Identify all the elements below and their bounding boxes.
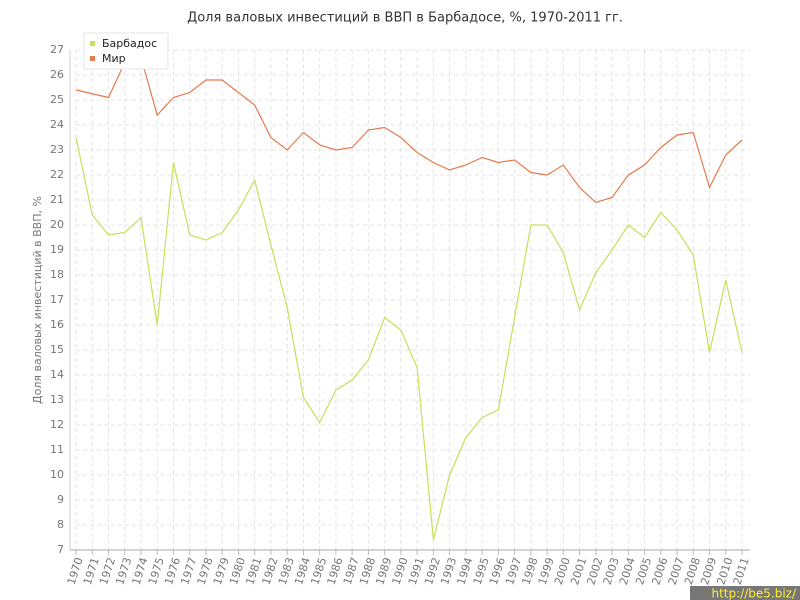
y-tick-label: 11 (50, 443, 64, 456)
series-line (75, 137, 743, 541)
y-tick-label: 22 (50, 168, 64, 181)
y-tick-label: 9 (57, 493, 64, 506)
y-tick-label: 16 (50, 318, 64, 331)
legend-box (83, 32, 169, 70)
y-tick-label: 21 (50, 193, 64, 206)
y-tick-label: 27 (50, 43, 64, 56)
y-tick-label: 19 (50, 243, 64, 256)
y-tick-label: 20 (50, 218, 64, 231)
y-tick-label: 8 (57, 518, 64, 531)
y-tick-label: 10 (50, 468, 64, 481)
series-line (75, 56, 743, 204)
y-tick-label: 12 (50, 418, 64, 431)
y-tick-label: 15 (50, 343, 64, 356)
watermark-bg (690, 586, 800, 600)
legend-swatch (90, 56, 95, 61)
y-tick-label: 18 (50, 268, 64, 281)
watermark: http://be5.biz/ (711, 587, 796, 600)
legend: Барбадос Мир (83, 32, 169, 70)
y-tick-label: 25 (50, 93, 64, 106)
y-tick-label: 23 (50, 143, 64, 156)
legend-label: Мир (102, 52, 126, 65)
y-tick-label: 26 (50, 68, 64, 81)
y-tick-label: 17 (50, 293, 64, 306)
chart-title: Доля валовых инвестиций в ВВП в Барбадос… (187, 11, 623, 26)
legend-swatch (90, 41, 95, 46)
y-tick-label: 14 (50, 368, 64, 381)
y-tick-label: 24 (50, 118, 64, 131)
legend-label: Барбадос (102, 37, 157, 50)
y-tick-label: 13 (50, 393, 64, 406)
y-axis-title: Доля валовых инвестиций в ВВП, % (31, 196, 44, 404)
y-tick-label: 7 (57, 543, 64, 556)
